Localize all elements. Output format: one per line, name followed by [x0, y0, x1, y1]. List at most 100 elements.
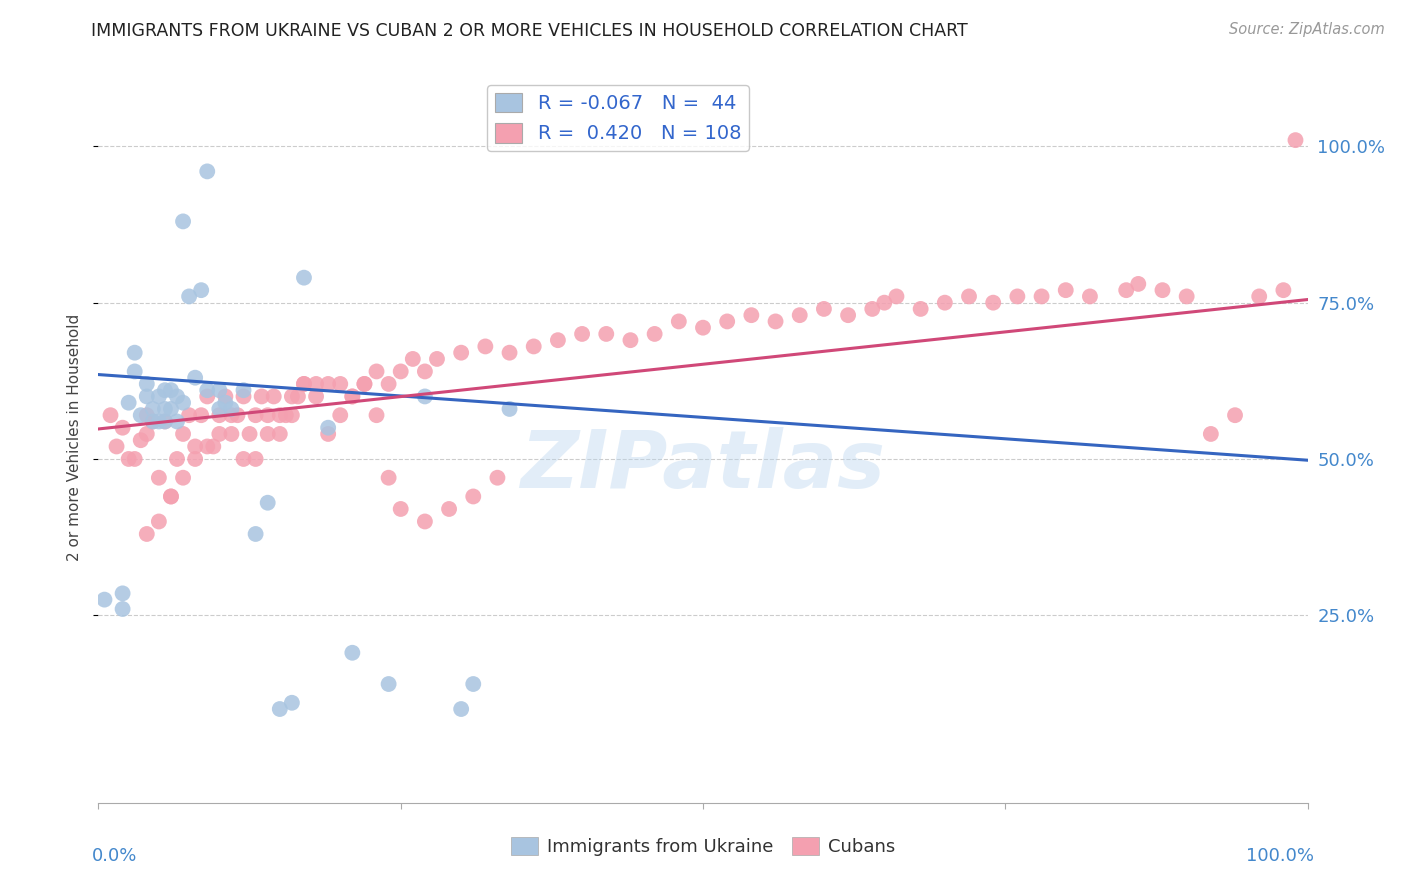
Text: IMMIGRANTS FROM UKRAINE VS CUBAN 2 OR MORE VEHICLES IN HOUSEHOLD CORRELATION CHA: IMMIGRANTS FROM UKRAINE VS CUBAN 2 OR MO…: [91, 22, 969, 40]
Point: [474, 339, 496, 353]
Point: [981, 295, 1004, 310]
Point: [366, 364, 388, 378]
Point: [118, 452, 141, 467]
Point: [1078, 289, 1101, 303]
Point: [245, 452, 267, 467]
Point: [256, 496, 278, 510]
Point: [245, 408, 267, 422]
Point: [716, 314, 738, 328]
Point: [413, 389, 436, 403]
Text: ZIPatlas: ZIPatlas: [520, 427, 886, 506]
Point: [124, 452, 146, 467]
Point: [813, 301, 835, 316]
Point: [118, 395, 141, 409]
Point: [124, 364, 146, 378]
Point: [377, 376, 399, 391]
Point: [93, 592, 115, 607]
Point: [184, 370, 207, 384]
Point: [129, 434, 152, 448]
Point: [263, 389, 285, 403]
Point: [463, 677, 485, 691]
Point: [111, 586, 134, 600]
Point: [160, 383, 183, 397]
Point: [1007, 289, 1029, 303]
Point: [221, 408, 243, 422]
Point: [274, 408, 297, 422]
Point: [269, 426, 291, 441]
Point: [142, 414, 165, 428]
Point: [153, 383, 176, 397]
Point: [292, 376, 315, 391]
Point: [644, 326, 666, 341]
Point: [1249, 289, 1271, 303]
Point: [148, 414, 170, 428]
Point: [329, 408, 352, 422]
Point: [837, 308, 859, 322]
Point: [498, 401, 520, 416]
Point: [129, 408, 152, 422]
Point: [281, 389, 304, 403]
Point: [111, 602, 134, 616]
Point: [353, 376, 375, 391]
Point: [190, 408, 212, 422]
Point: [160, 490, 183, 504]
Point: [910, 301, 932, 316]
Y-axis label: 2 or more Vehicles in Household: 2 or more Vehicles in Household: [67, 313, 83, 561]
Point: [523, 339, 546, 353]
Point: [135, 527, 157, 541]
Point: [202, 440, 225, 454]
Point: [571, 326, 593, 341]
Point: [195, 440, 218, 454]
Point: [389, 502, 412, 516]
Point: [153, 414, 176, 428]
Point: [402, 351, 425, 366]
Point: [184, 452, 207, 467]
Text: Source: ZipAtlas.com: Source: ZipAtlas.com: [1229, 22, 1385, 37]
Point: [316, 426, 339, 441]
Point: [873, 295, 896, 310]
Point: [250, 389, 273, 403]
Point: [232, 452, 254, 467]
Point: [105, 440, 128, 454]
Point: [124, 345, 146, 359]
Point: [221, 426, 243, 441]
Point: [292, 376, 315, 391]
Point: [957, 289, 980, 303]
Point: [413, 515, 436, 529]
Point: [934, 295, 956, 310]
Point: [160, 401, 183, 416]
Point: [195, 389, 218, 403]
Point: [172, 214, 194, 228]
Point: [172, 395, 194, 409]
Point: [135, 376, 157, 391]
Point: [214, 389, 236, 403]
Point: [1175, 289, 1198, 303]
Point: [190, 283, 212, 297]
Point: [208, 401, 231, 416]
Point: [1115, 283, 1137, 297]
Point: [377, 471, 399, 485]
Point: [450, 702, 472, 716]
Point: [437, 502, 460, 516]
Point: [1152, 283, 1174, 297]
Point: [389, 364, 412, 378]
Point: [329, 376, 352, 391]
Point: [316, 420, 339, 434]
Point: [765, 314, 787, 328]
Point: [377, 677, 399, 691]
Point: [256, 408, 278, 422]
Point: [305, 376, 328, 391]
Point: [111, 420, 134, 434]
Point: [463, 490, 485, 504]
Point: [256, 426, 278, 441]
Point: [1272, 283, 1295, 297]
Point: [740, 308, 762, 322]
Point: [316, 376, 339, 391]
Point: [148, 389, 170, 403]
Point: [245, 527, 267, 541]
Point: [166, 389, 188, 403]
Point: [208, 408, 231, 422]
Point: [195, 383, 218, 397]
Point: [342, 389, 364, 403]
Point: [208, 426, 231, 441]
